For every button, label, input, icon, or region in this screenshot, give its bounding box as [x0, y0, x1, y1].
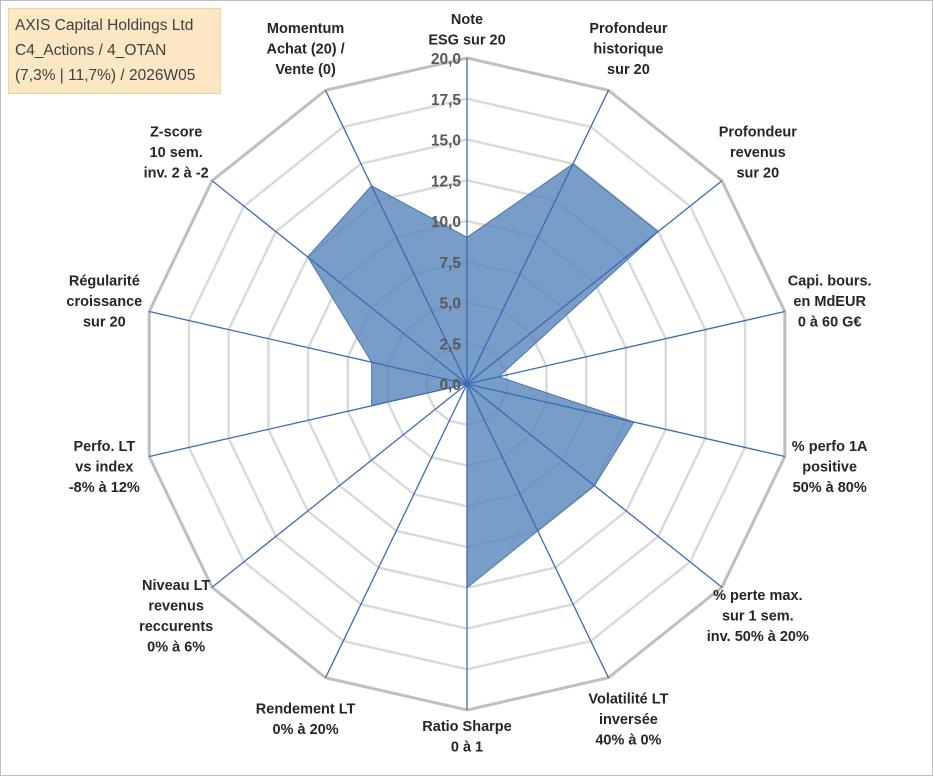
category-label-line: sur 20: [736, 165, 779, 181]
radial-tick-labels: 0,0 2,5 5,0 7,5 10,0 12,5 15,0 17,5 20,0: [431, 51, 462, 394]
category-label-line: Rendement LT: [256, 702, 356, 718]
category-label-7: Ratio Sharpe 0 à 1: [422, 719, 511, 756]
category-label-line: % perfo 1A: [792, 439, 868, 455]
tick-label: 15,0: [431, 133, 461, 150]
category-label-5: % perte max. sur 1 sem. inv. 50% à 20%: [707, 588, 809, 645]
category-label-line: 50% à 80%: [793, 480, 867, 496]
info-metrics: (7,3% | 11,7%) / 2026W05: [15, 67, 196, 84]
axis-spoke-11: [149, 310, 468, 385]
category-label-12: Z-score 10 sem. inv. 2 à -2: [144, 124, 209, 181]
axis-spoke-13: [324, 90, 468, 385]
category-label-line: inv. 50% à 20%: [707, 629, 809, 645]
category-label-9: Niveau LT revenus reccurents 0% à 6%: [139, 578, 213, 656]
category-label-line: positive: [802, 460, 857, 476]
category-label-8: Rendement LT 0% à 20%: [256, 702, 356, 739]
axis-spoke-5: [466, 383, 723, 588]
category-label-line: croissance: [66, 294, 142, 310]
category-labels: Note ESG sur 20 Profondeur historique sur 20…: [66, 12, 871, 756]
axis-spokes: [149, 58, 785, 710]
axis-spoke-2: [466, 180, 723, 385]
category-label-line: sur 20: [83, 314, 126, 330]
category-label-line: Profondeur: [589, 21, 667, 37]
axis-spoke-4: [466, 383, 785, 458]
category-label-line: revenus: [148, 598, 204, 614]
axis-spoke-1: [466, 90, 610, 385]
info-company-name: AXIS Capital Holdings Ltd: [15, 17, 194, 34]
category-label-line: 0% à 20%: [273, 722, 339, 738]
category-label-line: Vente (0): [275, 62, 336, 78]
category-label-2: Profondeur revenus sur 20: [719, 124, 797, 181]
category-label-line: historique: [593, 42, 663, 58]
category-label-line: Momentum: [267, 21, 344, 37]
category-label-line: Note: [451, 12, 483, 28]
category-label-line: Perfo. LT: [73, 439, 135, 455]
info-category: C4_Actions / 4_OTAN: [15, 42, 167, 59]
axis-spoke-8: [324, 383, 468, 678]
category-label-line: -8% à 12%: [69, 480, 140, 496]
category-label-11: Régularité croissance sur 20: [66, 273, 142, 330]
axis-spoke-12: [211, 180, 468, 385]
series-area-0: [307, 163, 659, 589]
category-label-line: en MdEUR: [793, 294, 866, 310]
axis-spoke-6: [466, 383, 610, 678]
category-label-line: vs index: [75, 460, 133, 476]
category-label-line: 10 sem.: [150, 145, 203, 161]
axis-spoke-3: [466, 310, 785, 385]
category-label-1: Profondeur historique sur 20: [589, 21, 667, 78]
category-label-line: ESG sur 20: [428, 33, 505, 49]
category-label-line: Volatilité LT: [588, 691, 668, 707]
category-label-line: sur 20: [607, 62, 650, 78]
category-label-line: inversée: [599, 712, 658, 728]
tick-label: 10,0: [431, 214, 461, 231]
tick-label: 0,0: [439, 377, 461, 394]
category-label-line: reccurents: [139, 619, 213, 635]
axis-spoke-9: [211, 383, 468, 588]
category-label-line: 0 à 1: [451, 740, 483, 756]
category-label-line: % perte max.: [713, 588, 802, 604]
category-label-10: Perfo. LT vs index -8% à 12%: [69, 439, 140, 496]
category-label-line: inv. 2 à -2: [144, 165, 209, 181]
category-label-line: 0 à 60 G€: [798, 314, 862, 330]
category-label-line: revenus: [730, 145, 786, 161]
category-label-line: Z-score: [150, 124, 202, 140]
category-label-line: 40% à 0%: [595, 732, 661, 748]
category-label-13: Momentum Achat (20) / Vente (0): [267, 21, 345, 78]
tick-label: 2,5: [439, 336, 461, 353]
category-label-line: Régularité: [69, 273, 140, 289]
category-label-line: Niveau LT: [142, 578, 210, 594]
category-label-6: Volatilité LT inversée 40% à 0%: [588, 691, 668, 748]
tick-label: 7,5: [439, 255, 461, 272]
category-label-line: Profondeur: [719, 124, 797, 140]
tick-label: 17,5: [431, 92, 462, 109]
category-label-0: Note ESG sur 20: [428, 12, 505, 49]
category-label-line: Capi. bours.: [788, 273, 872, 289]
axis-spoke-10: [149, 383, 468, 458]
category-label-line: 0% à 6%: [147, 639, 205, 655]
category-label-line: Ratio Sharpe: [422, 719, 511, 735]
category-label-line: sur 1 sem.: [722, 609, 794, 625]
tick-label: 5,0: [439, 296, 461, 313]
info-box: AXIS Capital Holdings Ltd C4_Actions / 4…: [8, 8, 221, 94]
category-label-4: % perfo 1A positive 50% à 80%: [792, 439, 868, 496]
series-area-group: [307, 163, 659, 589]
tick-label: 20,0: [431, 51, 461, 68]
category-label-line: Achat (20) /: [267, 42, 345, 58]
tick-label: 12,5: [431, 173, 462, 190]
category-label-3: Capi. bours. en MdEUR 0 à 60 G€: [788, 273, 872, 330]
